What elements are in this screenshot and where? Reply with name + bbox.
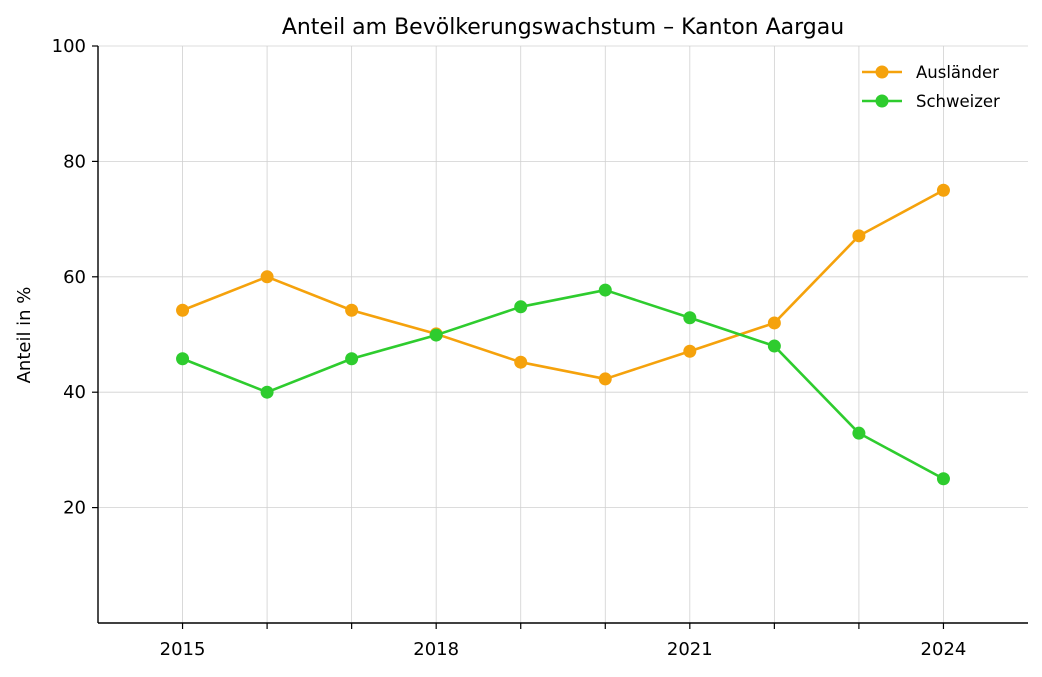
data-point [598, 372, 612, 386]
y-tick-label: 100 [52, 36, 86, 57]
data-point [767, 316, 781, 330]
data-series [176, 183, 950, 486]
y-axis-label: Anteil in % [14, 287, 35, 384]
y-tick-label: 80 [63, 151, 86, 172]
data-point [852, 426, 866, 440]
data-point [514, 300, 528, 314]
legend-label: Schweizer [916, 92, 1000, 111]
x-tick-label: 2018 [413, 639, 459, 660]
axes [97, 46, 1028, 624]
grid-lines [98, 45, 1028, 623]
legend: Ausländer Schweizer [862, 63, 1000, 111]
data-point [260, 385, 274, 399]
data-point [345, 303, 359, 317]
data-point [767, 339, 781, 353]
y-tick-label: 40 [63, 382, 86, 403]
data-point [683, 344, 697, 358]
y-tick-label: 20 [63, 498, 86, 519]
data-point [429, 328, 443, 342]
data-point [260, 270, 274, 284]
data-point [936, 183, 950, 197]
legend-label: Ausländer [916, 63, 999, 82]
chart-title: Anteil am Bevölkerungswachstum – Kanton … [282, 15, 844, 40]
data-point [598, 283, 612, 297]
data-point [176, 303, 190, 317]
data-point [852, 229, 866, 243]
data-point [514, 355, 528, 369]
data-point [345, 352, 359, 366]
x-tick-label: 2021 [667, 639, 713, 660]
data-point [176, 352, 190, 366]
data-point [683, 311, 697, 325]
y-tick-label: 60 [63, 267, 86, 288]
tick-labels: 20 40 60 80 100 2015 2018 2021 2024 [52, 36, 967, 660]
x-tick-label: 2015 [160, 639, 206, 660]
series-line [182, 288, 945, 480]
legend-marker [875, 65, 889, 79]
data-point [936, 472, 950, 486]
series-line [182, 189, 945, 381]
x-tick-label: 2024 [921, 639, 967, 660]
legend-marker [875, 94, 889, 108]
